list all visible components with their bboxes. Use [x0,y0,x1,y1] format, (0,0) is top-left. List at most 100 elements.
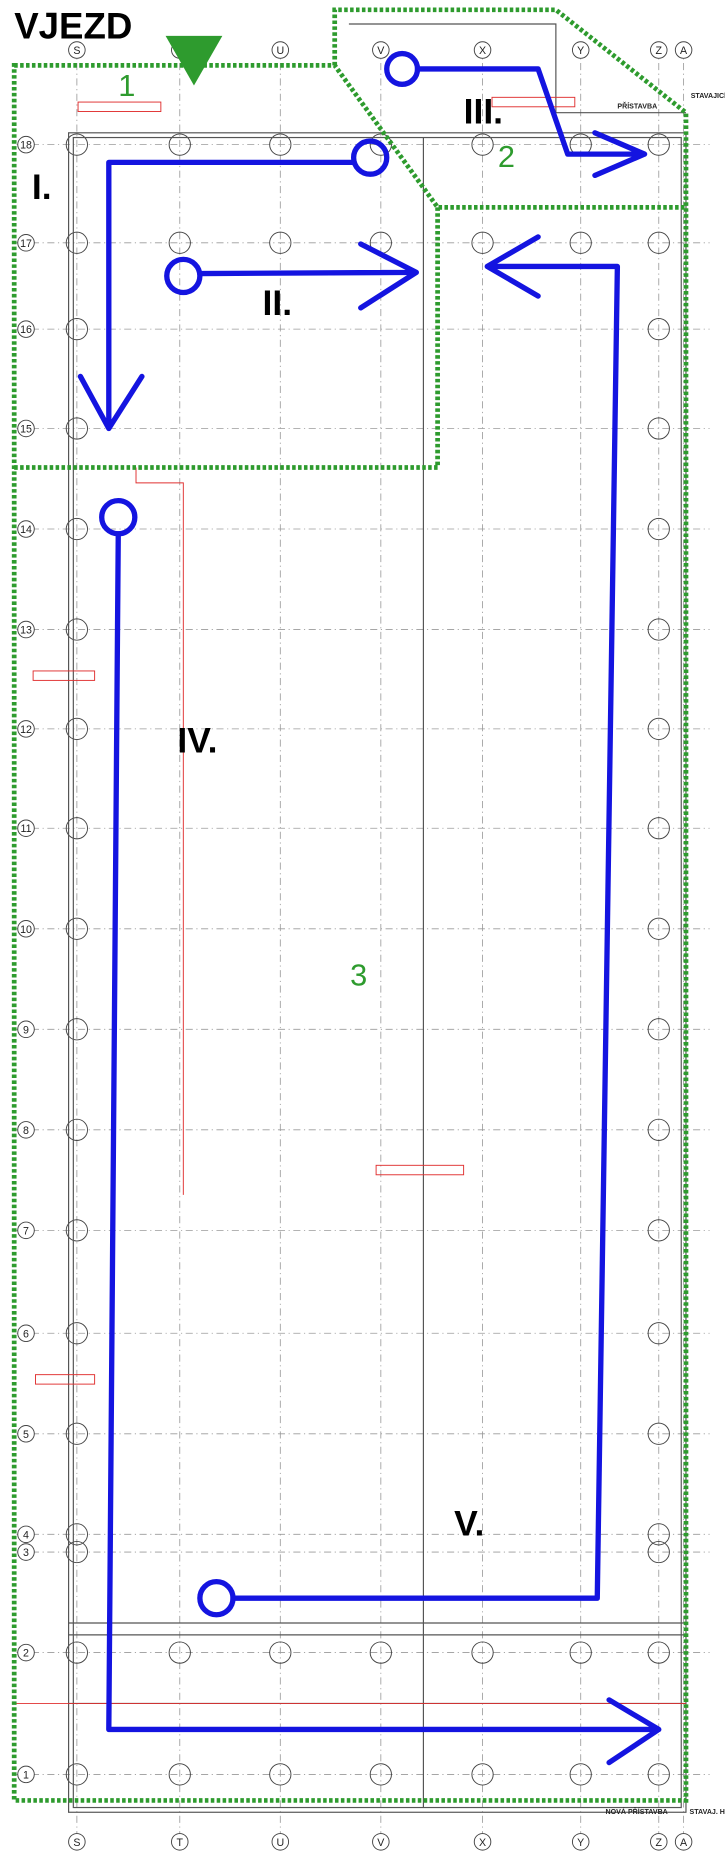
column-footing [647,1322,670,1345]
column-footing [65,517,88,541]
column-label: A [680,45,688,57]
axis-bubble [17,1221,35,1240]
column-footing [647,917,670,940]
row-label: 13 [20,625,32,637]
column-footing [65,1540,88,1564]
column-footing [369,133,392,156]
axis-bubble [271,1833,290,1851]
row-label: 11 [21,823,32,835]
building-inner [72,136,682,1809]
section-label: IV. [177,720,217,760]
axis-bubble [650,41,668,59]
column-footing [65,917,88,940]
row-label: 6 [23,1328,29,1340]
row-label: 17 [20,238,32,250]
entry-label: VJEZD [14,5,132,46]
axis-bubble [674,41,693,59]
column-label: V [377,1837,385,1849]
axis-bubble [372,41,390,59]
axis-bubble [271,41,290,59]
axis-bubble [17,720,35,738]
row-label: 18 [20,140,32,152]
column-label: Z [656,1837,663,1849]
row-label: 1 [23,1769,29,1781]
column-footing [269,231,292,254]
red-line [135,467,184,1195]
axis-bubble [17,1020,35,1039]
column-footing [168,231,191,254]
row-label: 3 [23,1547,29,1559]
route-start [197,1578,236,1618]
row-label: 14 [20,524,32,536]
route-arrow [197,241,419,311]
column-footing [471,231,494,254]
column-label: S [73,45,80,57]
column-label: Y [577,1837,584,1849]
section-label: II. [263,283,293,323]
row-label: 16 [20,324,32,336]
axis-bubble [17,1525,35,1544]
column-footing [647,231,670,254]
red-box [375,1164,465,1176]
red-box [35,1374,96,1385]
column-label: U [276,1837,284,1849]
route-start [384,50,421,87]
column-label: T [177,1837,184,1849]
column-label: Y [577,45,584,57]
column-footing [369,1763,392,1786]
routes [77,50,662,1766]
note: STAVAJICÍ HALA F2 [691,91,725,100]
column-footing [65,1422,88,1445]
column-label: X [479,1837,486,1849]
column-label: U [276,45,284,57]
column-label: Z [656,45,663,57]
note: PŘÍSTAVBA [617,102,657,111]
row-label: 8 [23,1125,29,1137]
axis-bubble [17,520,35,538]
column-footing [569,1763,592,1786]
row-label: 2 [23,1648,29,1660]
axis-bubble [17,1765,35,1784]
route-arrow [77,159,357,432]
axis-bubble [17,920,35,938]
axis-bubble [571,1833,590,1851]
row-label: 5 [23,1429,29,1441]
column-footing [369,1641,392,1664]
row-label: 12 [20,724,32,736]
axis-bubble [171,1833,189,1851]
column-footing [471,133,494,156]
route-arrow [106,531,662,1766]
axis-bubble [473,41,492,59]
row-label: 15 [20,423,32,435]
column-footing [647,717,670,741]
building-outline [68,132,687,1813]
column-footing [471,1763,494,1786]
column-footing [647,133,670,156]
axis-bubble [17,419,35,438]
route-start [350,138,390,177]
column-footing [65,231,88,254]
column-footing [647,1523,670,1546]
row-label: 10 [20,924,32,936]
note: NOVÁ PŘÍSTAVBA [606,1807,668,1816]
zone-label: 2 [498,139,515,174]
column-footing [647,1018,670,1041]
axis-bubble [372,1833,390,1851]
column-footing [65,417,88,440]
red-box [491,96,576,108]
route-arrow [414,66,648,179]
axis-bubble [571,41,590,59]
note: STAVAJ. HALA [690,1808,725,1816]
column-footing [647,618,670,641]
column-footing [269,133,292,156]
column-footing [65,1018,88,1041]
section-label: V. [454,1503,484,1543]
column-footing [65,133,88,156]
column-footing [65,1763,88,1786]
route-start [99,497,138,537]
column-footing [471,1641,494,1664]
column-footing [569,1641,592,1664]
axis-bubble [17,620,35,639]
axis-bubble [17,819,35,837]
